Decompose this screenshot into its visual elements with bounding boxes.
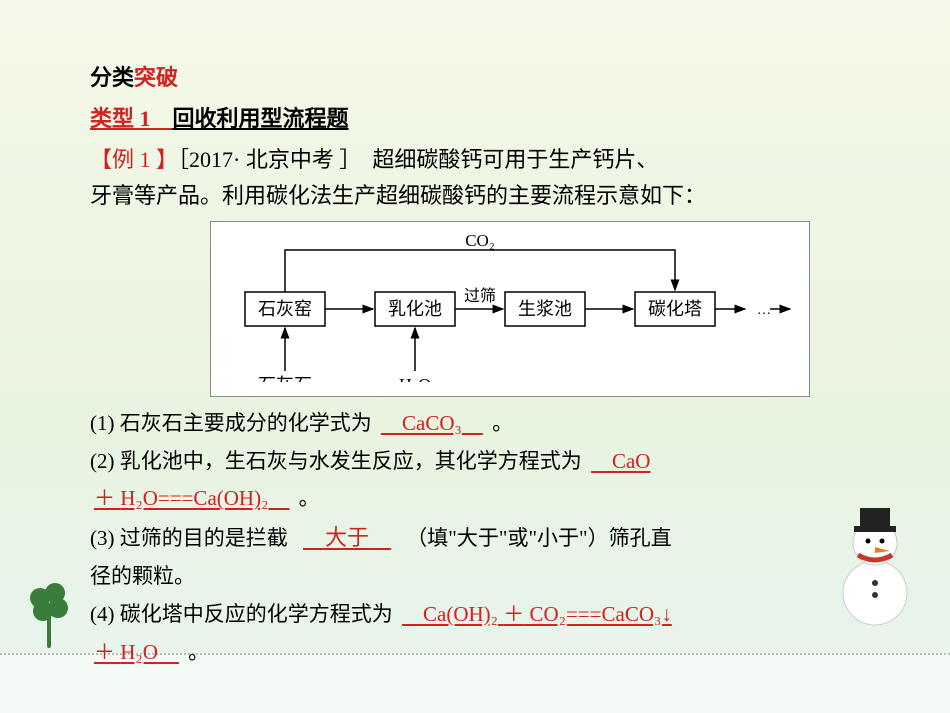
q3-line2: 径的颗粒。 — [90, 564, 195, 588]
q2-prefix: (2) 乳化池中，生石灰与水发生反应，其化学方程式为 — [90, 449, 582, 473]
q2-suffix: 。 — [299, 486, 320, 510]
q2-answer-1: CaO — [587, 449, 655, 473]
q1-suffix: 。 — [492, 411, 513, 435]
q4-answer-part2: ＋ H₂O — [90, 640, 183, 664]
example-stem-2: 牙膏等产品。利用碳化法生产超细碳酸钙的主要流程示意如下： — [90, 183, 706, 208]
q4-prefix: (4) 碳化塔中反应的化学方程式为 — [90, 602, 393, 626]
svg-text:CO₂: CO₂ — [465, 232, 495, 250]
q4-answer-part1: Ca(OH)₂ ＋ CO₂===CaCO₃↓ — [398, 602, 676, 626]
type-title: 回收利用型流程题 — [173, 106, 349, 131]
svg-text:过筛: 过筛 — [464, 286, 496, 305]
type-heading: 类型 1 回收利用型流程题 — [90, 101, 860, 136]
q3-prefix: (3) 过筛的目的是拦截 — [90, 526, 288, 550]
section-heading: 分类突破 — [90, 60, 860, 95]
q1-answer: CaCO₃ — [377, 411, 487, 435]
question-2: (2) 乳化池中，生石灰与水发生反应，其化学方程式为 CaO ＋ H₂O===C… — [90, 443, 860, 519]
slide-content: 分类突破 类型 1 回收利用型流程题 【例 1 】［2017· 北京中考 ］ 超… — [0, 0, 950, 691]
example-stem-1: 超细碳酸钙可用于生产钙片、 — [372, 147, 658, 172]
example-stem: 【例 1 】［2017· 北京中考 ］ 超细碳酸钙可用于生产钙片、 牙膏等产品。… — [90, 142, 860, 212]
svg-text:…: … — [757, 303, 771, 318]
q2-answer-2: ＋ H₂O===Ca(OH)₂ — [90, 486, 293, 510]
svg-text:石灰窑: 石灰窑 — [258, 299, 312, 319]
flowchart-svg: 石灰窑乳化池生浆池碳化塔过筛…产品CO₂石灰石H₂O — [225, 232, 795, 382]
question-4: (4) 碳化塔中反应的化学方程式为 Ca(OH)₂ ＋ CO₂===CaCO₃↓… — [90, 596, 860, 672]
example-tag: 【例 1 】 — [90, 147, 178, 172]
flowchart-panel: 石灰窑乳化池生浆池碳化塔过筛…产品CO₂石灰石H₂O — [210, 221, 810, 397]
question-1: (1) 石灰石主要成分的化学式为 CaCO₃ 。 — [90, 405, 860, 443]
type-label: 类型 1 — [90, 106, 151, 131]
svg-text:碳化塔: 碳化塔 — [648, 299, 702, 319]
section-prefix: 分类 — [90, 65, 134, 90]
q3-answer: 大于 — [293, 525, 401, 550]
q3-suffix: （填"大于"或"小于"）筛孔直 — [406, 526, 671, 550]
svg-text:石灰石: 石灰石 — [258, 375, 312, 382]
svg-text:乳化池: 乳化池 — [388, 299, 442, 319]
svg-text:H₂O: H₂O — [399, 375, 431, 382]
svg-text:生浆池: 生浆池 — [518, 299, 572, 319]
question-3: (3) 过筛的目的是拦截 大于 （填"大于"或"小于"）筛孔直 径的颗粒。 — [90, 518, 860, 596]
section-highlight: 突破 — [134, 65, 178, 90]
q1-prefix: (1) 石灰石主要成分的化学式为 — [90, 411, 372, 435]
example-source: ［2017· 北京中考 ］ — [178, 147, 350, 172]
q4-suffix: 。 — [188, 640, 209, 664]
